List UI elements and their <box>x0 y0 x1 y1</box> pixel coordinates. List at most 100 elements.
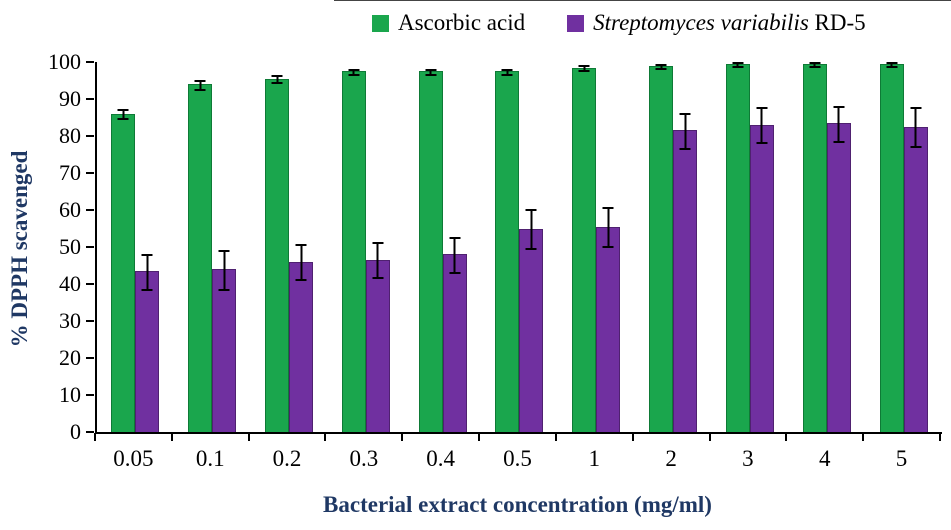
x-tick-mark <box>708 433 711 441</box>
legend-label-rd5-species: Streptomyces variabilis <box>593 10 809 35</box>
error-bar-cap-top <box>218 249 230 252</box>
error-bar-cap-top <box>295 244 307 247</box>
bar-rd5 <box>289 244 314 432</box>
y-tick-label: 80 <box>59 123 81 148</box>
error-bar <box>525 209 537 250</box>
bar-rd5 <box>826 105 851 432</box>
x-tick-mark <box>631 433 634 441</box>
error-bar <box>425 68 437 76</box>
error-bar <box>833 105 845 143</box>
error-bar <box>117 109 129 121</box>
error-bar-cap-bottom <box>194 88 206 91</box>
error-bar-cap-bottom <box>756 142 768 145</box>
y-tick-label: 50 <box>59 234 81 259</box>
error-bar-line <box>890 61 893 68</box>
error-bar-cap-top <box>117 109 129 112</box>
error-bar-cap-top <box>372 242 384 245</box>
bar-group-4 <box>788 61 865 432</box>
legend-label-rd5-strain: RD-5 <box>808 10 866 35</box>
error-bar-cap-bottom <box>348 73 360 76</box>
error-bar <box>218 249 230 291</box>
error-bar-line <box>760 107 763 145</box>
bar-rd5 <box>212 249 237 432</box>
error-bar-cap-top <box>578 64 590 67</box>
y-tick-mark <box>86 283 94 285</box>
error-bar-line <box>352 68 355 76</box>
error-bar-cap-bottom <box>501 73 513 76</box>
bar-rd5 <box>135 253 160 432</box>
error-bar-cap-bottom <box>578 70 590 73</box>
bar-ascorbic-acid <box>188 79 213 432</box>
legend-swatch-green-icon <box>372 14 389 32</box>
y-tick-label: 20 <box>59 345 81 370</box>
x-category-label: 5 <box>895 446 908 471</box>
error-bar-line <box>607 207 610 248</box>
y-tick-mark <box>86 246 94 248</box>
x-category-label: 0.4 <box>426 446 456 471</box>
y-tick-mark <box>86 394 94 396</box>
error-bar-line <box>837 105 840 143</box>
error-bar-cap-bottom <box>525 247 537 250</box>
y-tick-label: 100 <box>48 49 81 74</box>
error-bar-cap-top <box>449 236 461 239</box>
error-bar-line <box>583 64 586 73</box>
bar-group-2 <box>635 62 712 432</box>
y-tick-mark <box>86 209 94 211</box>
x-tick-mark <box>554 433 557 441</box>
error-bar-line <box>506 68 509 76</box>
x-tick-mark <box>785 433 788 441</box>
error-bar <box>348 68 360 76</box>
bar-ascorbic-acid <box>802 61 827 432</box>
bar-groups <box>97 61 942 432</box>
x-category-label: 2 <box>665 446 677 471</box>
x-category-label: 0.05 <box>113 446 154 471</box>
x-tick-mark <box>94 433 96 441</box>
x-tick-mark <box>324 433 327 441</box>
error-bar <box>910 107 922 149</box>
error-bar-cap-top <box>194 79 206 82</box>
error-bar-cap-top <box>348 68 360 71</box>
error-bar <box>141 253 153 291</box>
error-bar-cap-bottom <box>732 65 744 68</box>
y-tick-label: 0 <box>70 419 81 444</box>
error-bar-line <box>813 61 816 68</box>
bar-ascorbic-acid <box>572 64 597 432</box>
error-bar <box>194 79 206 91</box>
y-tick-label: 40 <box>59 271 81 296</box>
error-bar <box>886 61 898 68</box>
error-bar-line <box>223 249 226 291</box>
error-bar-cap-top <box>425 68 437 71</box>
error-bar-cap-bottom <box>425 73 437 76</box>
error-bar-line <box>530 209 533 250</box>
x-tick-mark <box>247 433 250 441</box>
error-bar-cap-top <box>525 209 537 212</box>
x-axis-ticks <box>94 433 941 441</box>
x-tick-mark <box>862 433 865 441</box>
bar-rd5 <box>596 207 621 432</box>
error-bar <box>602 207 614 248</box>
bar-group-0.3 <box>327 62 404 432</box>
y-tick-label: 90 <box>59 86 81 111</box>
bar-ascorbic-acid <box>495 68 520 432</box>
error-bar <box>271 75 283 85</box>
error-bar-cap-top <box>732 61 744 64</box>
y-tick-mark <box>86 172 94 174</box>
x-tick-mark <box>478 433 481 441</box>
bar-ascorbic-acid <box>418 68 443 432</box>
error-bar-cap-bottom <box>809 65 821 68</box>
bar-ascorbic-acid <box>341 68 366 432</box>
error-bar-line <box>146 253 149 291</box>
bar-group-0.1 <box>174 62 251 432</box>
bar-ascorbic-acid <box>649 63 674 432</box>
error-bar-cap-top <box>501 68 513 71</box>
error-bar-cap-bottom <box>602 246 614 248</box>
error-bar <box>756 107 768 145</box>
bar-ascorbic-acid <box>265 75 290 432</box>
x-category-label: 0.2 <box>272 446 302 471</box>
error-bar-cap-bottom <box>886 65 898 68</box>
bar-group-3 <box>712 61 789 432</box>
bar-group-0.05 <box>97 62 174 432</box>
error-bar-cap-top <box>809 61 821 64</box>
error-bar-cap-top <box>602 207 614 210</box>
